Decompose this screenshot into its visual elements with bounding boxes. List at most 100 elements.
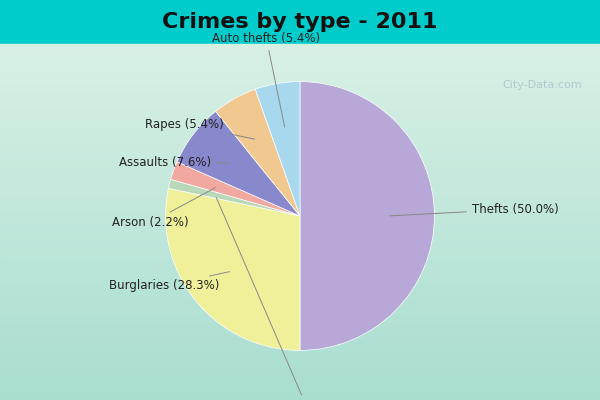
Bar [0, 398, 600, 400]
Bar [0, 96, 600, 98]
Bar [0, 151, 600, 152]
Bar [0, 227, 600, 229]
Bar [0, 217, 600, 218]
Bar [0, 229, 600, 231]
Bar [0, 322, 600, 324]
Bar [0, 272, 600, 274]
Bar [0, 114, 600, 115]
Bar [0, 243, 600, 245]
Bar [0, 261, 600, 263]
Bar [0, 156, 600, 158]
Bar [0, 293, 600, 295]
Bar [0, 372, 600, 373]
Bar [0, 74, 600, 76]
Bar [0, 78, 600, 80]
Bar [0, 197, 600, 199]
Bar [0, 88, 600, 90]
Bar [0, 265, 600, 266]
Bar [0, 115, 600, 117]
Bar [0, 71, 600, 72]
Bar [0, 357, 600, 359]
Bar [0, 149, 600, 151]
Bar [0, 174, 600, 176]
Bar [0, 211, 600, 213]
Bar [0, 388, 600, 389]
Bar [0, 274, 600, 275]
Bar [0, 192, 600, 194]
Bar [0, 186, 600, 188]
Text: Rapes (5.4%): Rapes (5.4%) [145, 118, 255, 139]
Bar [0, 99, 600, 101]
Bar [0, 138, 600, 140]
Bar [0, 90, 600, 92]
Bar [0, 147, 600, 149]
Bar [0, 366, 600, 368]
Bar [0, 108, 600, 110]
Bar [0, 275, 600, 277]
Bar [0, 183, 600, 185]
Bar [0, 361, 600, 363]
Bar [0, 81, 600, 83]
Bar [0, 53, 600, 55]
Bar [0, 179, 600, 181]
Bar [0, 142, 600, 144]
Bar [0, 83, 600, 85]
Text: Auto thefts (5.4%): Auto thefts (5.4%) [212, 32, 320, 127]
Bar [0, 348, 600, 350]
Text: Assaults (7.6%): Assaults (7.6%) [119, 156, 228, 169]
Bar [0, 396, 600, 398]
Bar [0, 377, 600, 379]
Bar [0, 167, 600, 169]
Bar [0, 181, 600, 183]
Bar [0, 201, 600, 202]
Bar [0, 46, 600, 48]
Bar [0, 103, 600, 104]
Bar [0, 226, 600, 227]
Bar [0, 158, 600, 160]
Bar [0, 370, 600, 372]
Bar [0, 391, 600, 393]
Bar [0, 282, 600, 284]
Bar [0, 298, 600, 300]
Bar [0, 313, 600, 314]
Bar [0, 297, 600, 298]
Bar [0, 112, 600, 114]
Bar [0, 359, 600, 361]
Bar [0, 55, 600, 56]
Bar [0, 117, 600, 119]
Bar [0, 320, 600, 322]
Bar [0, 384, 600, 386]
Bar [0, 154, 600, 156]
Bar [0, 259, 600, 261]
Bar [0, 329, 600, 330]
Bar [0, 163, 600, 165]
Text: Robberies (1.1%): Robberies (1.1%) [216, 198, 358, 400]
Bar [0, 292, 600, 293]
Bar [0, 300, 600, 302]
Bar [0, 252, 600, 254]
Bar [0, 204, 600, 206]
Bar [0, 304, 600, 306]
Bar [0, 172, 600, 174]
Bar [0, 169, 600, 170]
Bar [0, 85, 600, 87]
Bar [0, 165, 600, 167]
Bar [0, 334, 600, 336]
Bar [0, 135, 600, 136]
Bar [0, 190, 600, 192]
Bar [0, 160, 600, 162]
Bar [0, 240, 600, 242]
Bar [0, 343, 600, 345]
Bar [0, 393, 600, 395]
Bar [0, 288, 600, 290]
Bar [0, 284, 600, 286]
Bar [0, 281, 600, 282]
Bar [0, 133, 600, 135]
Bar [0, 338, 600, 340]
Bar [0, 110, 600, 112]
Bar [0, 199, 600, 201]
Bar [0, 386, 600, 388]
Bar [0, 302, 600, 304]
Bar [0, 266, 600, 268]
Bar [0, 218, 600, 220]
